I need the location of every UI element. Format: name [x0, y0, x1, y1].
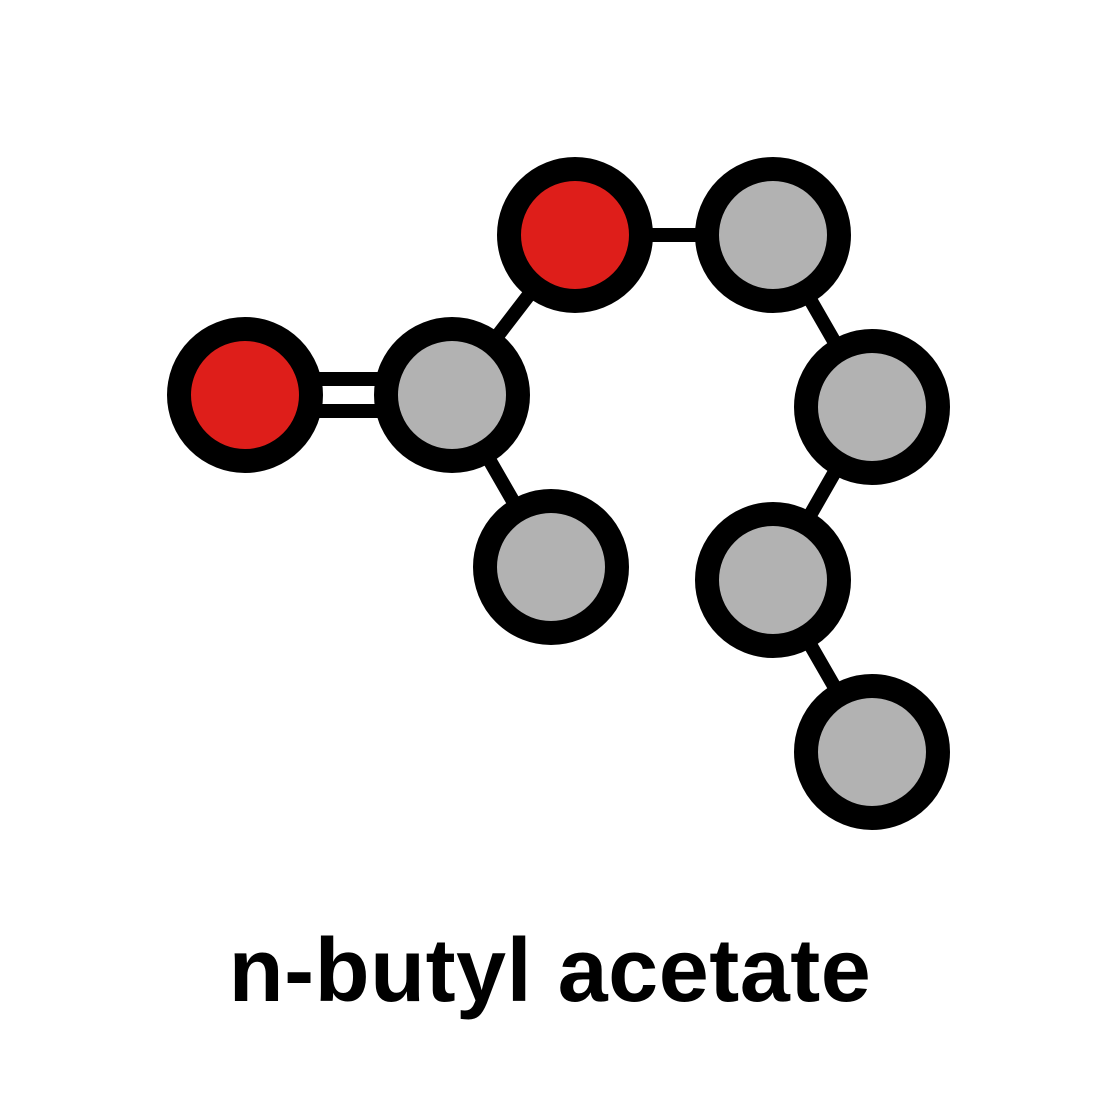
carbon-atom — [386, 329, 518, 461]
compound-name-label: n-butyl acetate — [0, 920, 1100, 1023]
carbon-atom — [707, 514, 839, 646]
carbon-atom — [806, 341, 938, 473]
carbon-atom — [485, 501, 617, 633]
carbon-atom — [806, 686, 938, 818]
oxygen-atom — [509, 169, 641, 301]
carbon-atom — [707, 169, 839, 301]
oxygen-atom — [179, 329, 311, 461]
